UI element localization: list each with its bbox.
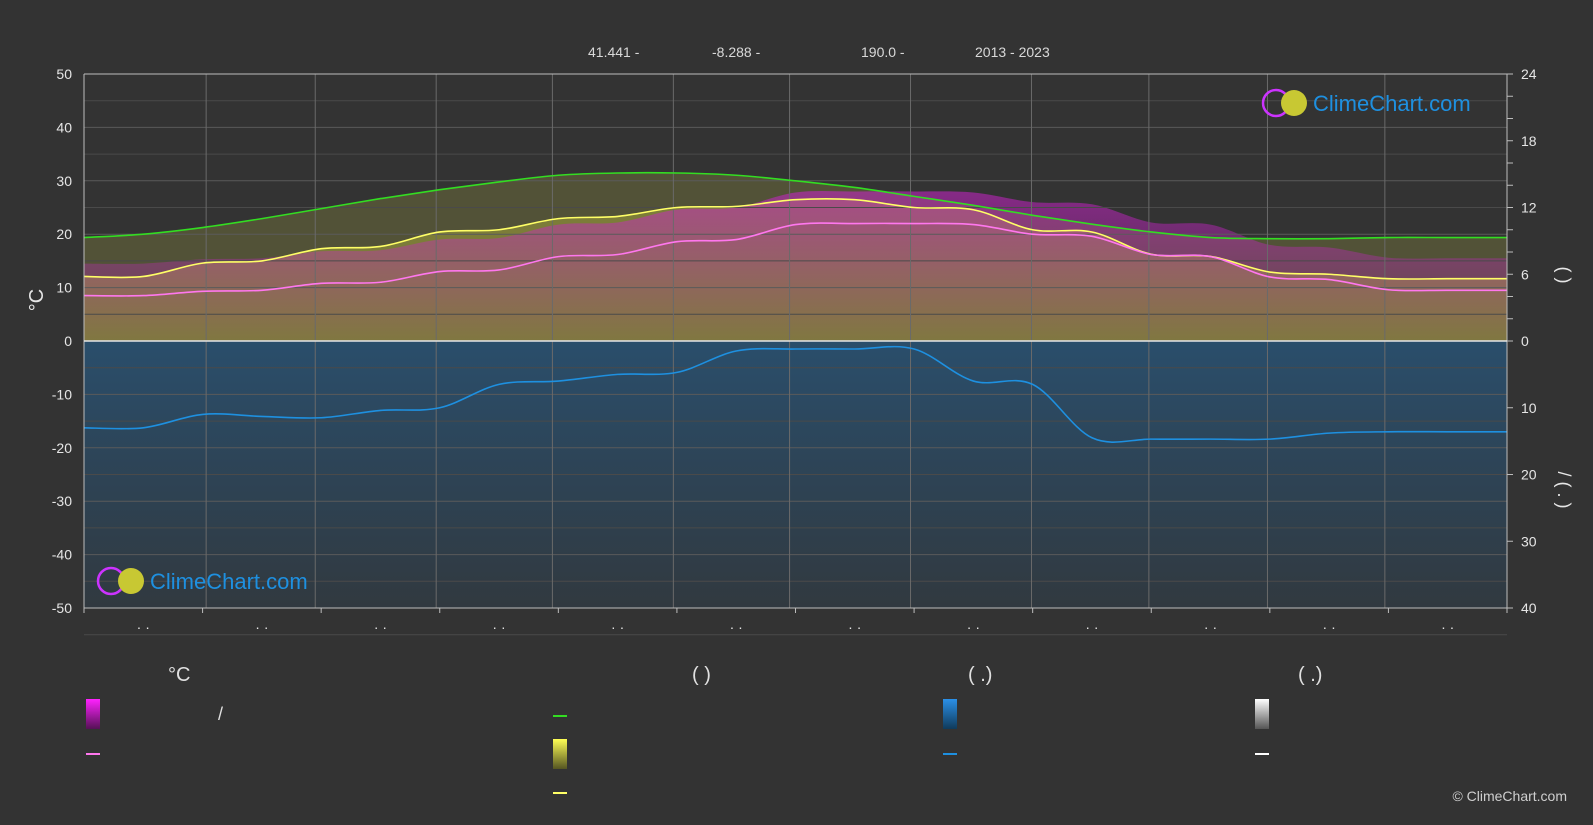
month-tick-label: · · — [1323, 619, 1336, 635]
left-axis-label: °C — [26, 289, 48, 311]
series-line-mean_temp — [83, 222, 1508, 297]
month-tick-label: · · — [730, 619, 743, 635]
logo-top[interactable]: ClimeChart.com — [1261, 88, 1471, 118]
left-tick-label: -30 — [52, 493, 72, 509]
month-tick-label: · · — [255, 619, 268, 635]
left-tick-label: 20 — [56, 226, 72, 242]
legend-swatch-precipitation — [943, 699, 957, 729]
right-top-tick-label: 0 — [1521, 333, 1529, 349]
month-tick-label: · · — [492, 619, 505, 635]
legend-title-temperature: °C — [168, 664, 191, 686]
series-lines — [83, 171, 1508, 443]
right-top-tick-label: 24 — [1521, 66, 1537, 82]
header-years: 2013 - 2023 — [975, 44, 1050, 60]
temperature-range-area — [84, 191, 1507, 341]
right-bottom-tick-label: 20 — [1521, 467, 1537, 483]
month-tick-label: · · — [1085, 619, 1098, 635]
logo-icon-sun — [1281, 90, 1307, 116]
right-top-tick-label: 18 — [1521, 133, 1537, 149]
month-tick-label: · · — [967, 619, 980, 635]
left-tick-label: -20 — [52, 440, 72, 456]
legend-title-sun: ( ) — [692, 664, 711, 686]
left-tick-label: -10 — [52, 386, 72, 402]
right-bottom-tick-label: 40 — [1521, 600, 1537, 616]
legend-title-rain: ( .) — [968, 664, 993, 686]
right-bottom-tick-label: 30 — [1521, 533, 1537, 549]
month-tick-label: · · — [137, 619, 150, 635]
right-axis-bottom-label: / ( . ) — [1554, 472, 1574, 509]
legend-title-snow: ( .) — [1298, 664, 1323, 686]
right-top-tick-label: 6 — [1521, 266, 1529, 282]
month-tick-label: · · — [848, 619, 861, 635]
right-bottom-tick-label: 10 — [1521, 400, 1537, 416]
logo-text-bottom: ClimeChart.com — [150, 569, 308, 594]
series-line-daylight — [83, 171, 1507, 240]
month-tick-label: · · — [1441, 619, 1454, 635]
header-longitude: -8.288 - — [712, 44, 761, 60]
left-tick-label: 10 — [56, 280, 72, 296]
legend-swatch-temp-range — [86, 699, 100, 729]
left-tick-label: 50 — [56, 66, 72, 82]
left-tick-label: -50 — [52, 600, 72, 616]
legend-swatch-sunshine — [553, 739, 567, 769]
axes: 50 40 30 20 10 0 -10 -20 -30 -40 -50 24 18 12 6 0 10 20 30… — [52, 66, 1537, 635]
month-tick-label: · · — [1204, 619, 1217, 635]
header-latitude: 41.441 - — [588, 44, 640, 60]
left-tick-label: 0 — [64, 333, 72, 349]
logo-icon-sun — [118, 568, 144, 594]
header-elevation: 190.0 - — [861, 44, 905, 60]
right-axis-top-label: ( ) — [1554, 267, 1574, 284]
left-tick-label: 30 — [56, 173, 72, 189]
copyright: © ClimeChart.com — [1452, 788, 1567, 804]
logo-bottom[interactable]: ClimeChart.com — [96, 566, 308, 596]
legend-swatch-snow — [1255, 699, 1269, 729]
legend-label-temp-range: / — [218, 704, 224, 724]
series-line-sunshine — [83, 198, 1507, 280]
left-tick-label: 40 — [56, 119, 72, 135]
series-line-precip_mean — [83, 345, 1507, 443]
month-tick-label: · · — [374, 619, 387, 635]
right-top-tick-label: 12 — [1521, 200, 1537, 216]
logo-text-top: ClimeChart.com — [1313, 91, 1471, 116]
left-tick-label: -40 — [52, 547, 72, 563]
month-tick-label: · · — [611, 619, 624, 635]
